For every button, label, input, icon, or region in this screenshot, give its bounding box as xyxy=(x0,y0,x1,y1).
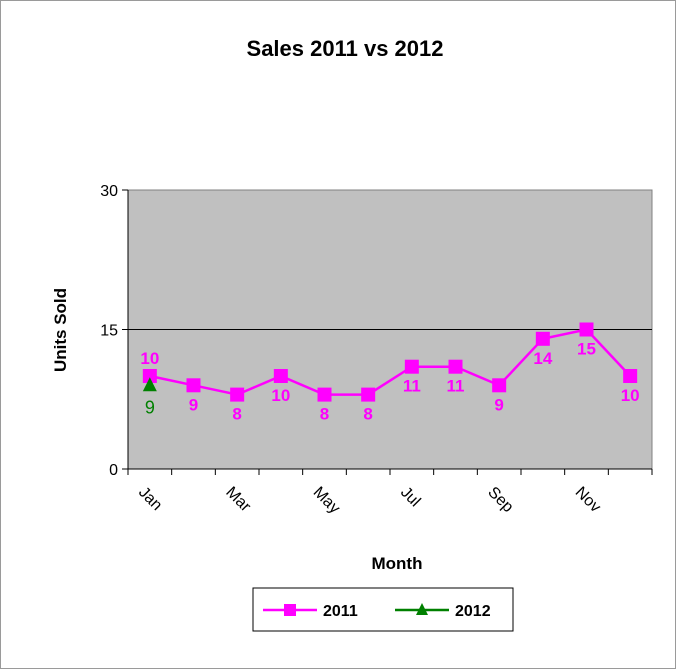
data-point xyxy=(579,322,594,337)
data-label: 14 xyxy=(533,349,552,368)
data-point xyxy=(535,331,550,346)
series-line-2011 xyxy=(149,328,632,396)
data-label: 11 xyxy=(403,377,421,396)
legend-label: 2011 xyxy=(323,603,358,620)
x-tick-label: Mar xyxy=(222,484,254,516)
data-label: 8 xyxy=(232,405,241,424)
data-label: 10 xyxy=(271,386,290,405)
x-tick-label: Nov xyxy=(572,484,604,516)
x-tick-label: May xyxy=(310,484,343,517)
chart-title: Sales 2011 vs 2012 xyxy=(247,36,444,61)
y-tick-label: 0 xyxy=(109,462,118,479)
data-point xyxy=(361,387,376,402)
data-label: 10 xyxy=(621,386,640,405)
data-point xyxy=(492,378,507,393)
legend: 2011 2012 xyxy=(252,587,514,632)
data-point xyxy=(142,377,157,392)
data-label: 8 xyxy=(363,405,372,424)
legend-marker xyxy=(416,603,428,615)
data-point xyxy=(230,387,245,402)
data-label: 9 xyxy=(494,395,503,414)
x-tick-label: Jan xyxy=(135,484,165,514)
x-axis-title: Month xyxy=(372,554,423,573)
y-tick-labels: 0 15 30 xyxy=(100,183,118,479)
data-point xyxy=(623,369,638,383)
data-point xyxy=(186,378,201,393)
x-tick-label: Jul xyxy=(397,484,423,510)
data-label: 15 xyxy=(577,340,596,359)
data-labels: 10 9 8 10 8 8 11 11 9 14 15 10 9 xyxy=(140,340,639,424)
data-point xyxy=(404,359,419,374)
data-point xyxy=(273,369,288,383)
data-label: 11 xyxy=(447,377,465,396)
y-axis-title: Units Sold xyxy=(51,288,70,372)
x-tick-label: Sep xyxy=(484,484,516,516)
data-label: 9 xyxy=(145,397,155,417)
data-label: 10 xyxy=(140,349,159,368)
data-point xyxy=(142,369,157,383)
legend-item-2011: 2011 xyxy=(263,603,358,620)
x-tick-labels: Jan Mar May Jul Sep Nov xyxy=(135,484,604,517)
legend-item-2012: 2012 xyxy=(395,603,491,620)
data-label: 8 xyxy=(320,405,329,424)
data-point xyxy=(448,359,463,374)
y-tick-label: 15 xyxy=(100,323,118,340)
axes xyxy=(122,189,653,475)
series-layer xyxy=(142,322,638,402)
legend-label: 2012 xyxy=(455,603,491,620)
data-point xyxy=(317,387,332,402)
legend-marker xyxy=(284,604,296,616)
data-label: 9 xyxy=(189,395,198,414)
y-tick-label: 30 xyxy=(100,183,118,200)
